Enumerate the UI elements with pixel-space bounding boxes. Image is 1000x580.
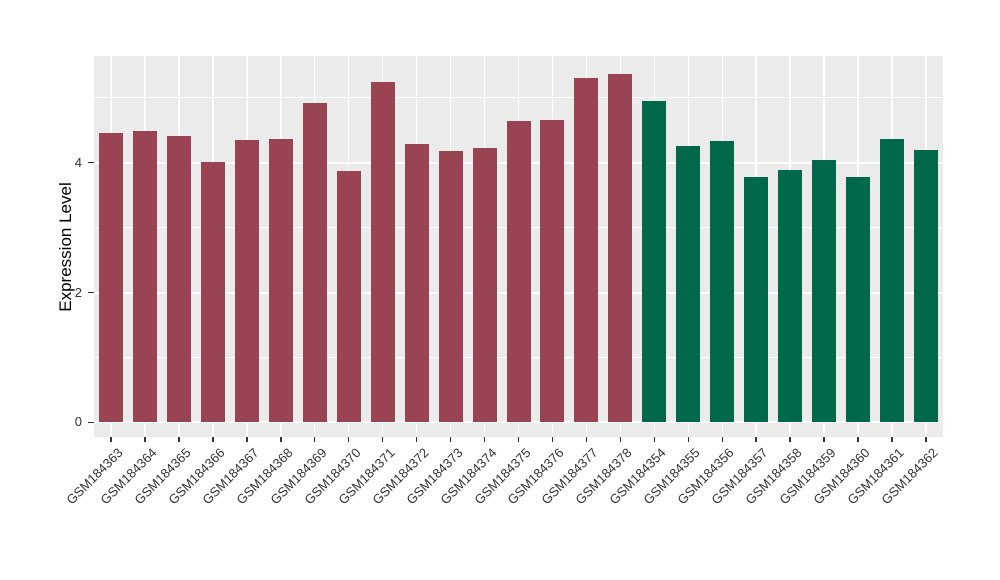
x-tick-mark: [721, 437, 723, 442]
bar: [506, 121, 531, 423]
bar: [370, 82, 395, 423]
bar: [914, 149, 939, 423]
x-tick-mark: [551, 437, 554, 442]
x-tick-mark: [857, 437, 859, 442]
x-tick-mark: [178, 437, 180, 442]
major-gridline: [94, 421, 943, 424]
x-tick-mark: [110, 437, 112, 442]
bar: [846, 176, 871, 423]
x-tick-mark: [653, 437, 656, 442]
x-tick-mark: [755, 437, 757, 442]
bar: [642, 101, 667, 423]
x-tick-mark: [789, 437, 791, 442]
y-tick-mark: [88, 161, 94, 164]
bar: [268, 139, 293, 423]
bar: [404, 143, 429, 423]
bar: [710, 140, 735, 423]
bar: [302, 102, 327, 423]
chart-panel: [94, 56, 943, 437]
bar: [98, 132, 123, 423]
x-tick-mark: [144, 437, 146, 442]
x-tick-mark: [517, 437, 520, 442]
bar: [438, 151, 463, 423]
x-tick-mark: [619, 437, 622, 442]
bar: [778, 169, 803, 423]
x-tick-mark: [415, 437, 418, 442]
y-tick-mark: [88, 291, 94, 294]
bar: [812, 160, 837, 423]
bar: [676, 145, 701, 423]
bar: [880, 138, 905, 423]
bar: [132, 130, 157, 423]
x-tick-mark: [381, 437, 384, 442]
x-tick-mark: [347, 437, 350, 442]
x-tick-mark: [891, 437, 893, 442]
y-tick-mark: [88, 421, 94, 424]
x-tick-mark: [246, 437, 248, 442]
x-tick-mark: [280, 437, 282, 442]
x-tick-mark: [449, 437, 452, 442]
x-tick-mark: [925, 437, 927, 442]
x-tick-mark: [212, 437, 214, 442]
x-tick-mark: [483, 437, 486, 442]
bar: [744, 176, 769, 423]
bar: [336, 171, 361, 423]
x-tick-mark: [313, 437, 316, 442]
bar: [574, 78, 599, 423]
bar: [608, 73, 633, 423]
y-tick-label: 0: [74, 414, 82, 430]
bar: [166, 136, 191, 423]
x-tick-mark: [585, 437, 588, 442]
bar: [234, 139, 259, 423]
minor-gridline: [94, 97, 943, 99]
bar: [200, 162, 225, 423]
x-tick-mark: [687, 437, 690, 442]
x-tick-mark: [823, 437, 825, 442]
bar: [540, 119, 565, 423]
y-tick-label: 2: [74, 284, 82, 300]
y-tick-label: 4: [74, 154, 82, 170]
bar: [472, 148, 497, 423]
